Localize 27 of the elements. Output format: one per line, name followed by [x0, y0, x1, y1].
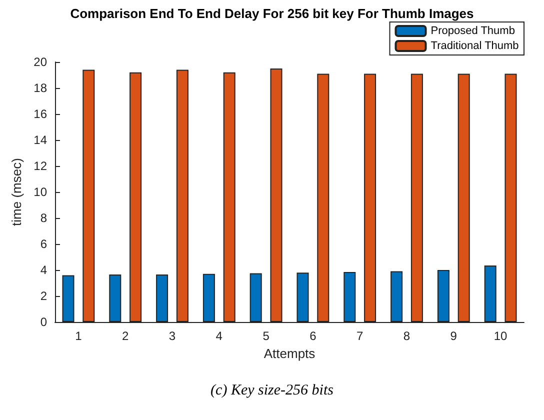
- y-tick-label: 16: [34, 107, 48, 121]
- x-tick-label: 4: [216, 329, 223, 343]
- y-tick-label: 2: [40, 289, 48, 303]
- x-tick-label: 10: [494, 329, 508, 343]
- x-tick-label: 5: [262, 329, 270, 343]
- x-tick-label: 2: [122, 329, 130, 343]
- x-tick-label: 1: [75, 329, 82, 343]
- y-tick-label: 6: [40, 237, 48, 251]
- x-tick-label: 6: [310, 329, 317, 343]
- y-tick-label: 0: [40, 315, 48, 329]
- y-tick-label: 14: [34, 133, 48, 147]
- legend-label: Traditional Thumb: [430, 40, 519, 52]
- y-tick-label: 20: [34, 55, 48, 69]
- y-tick-label: 8: [40, 211, 48, 225]
- y-tick-label: 4: [40, 263, 48, 277]
- y-axis-title: time (msec): [8, 158, 24, 226]
- x-tick-label: 8: [403, 329, 410, 343]
- y-tick-label: 12: [34, 159, 48, 173]
- chart-title: Comparison End To End Delay For 256 bit key For Thumb Images: [70, 6, 474, 21]
- legend-label: Proposed Thumb: [430, 25, 515, 37]
- x-tick-label: 3: [168, 329, 176, 343]
- y-tick-label: 18: [34, 81, 48, 95]
- x-tick-label: 7: [356, 329, 364, 343]
- x-axis-title: Attempts: [264, 346, 316, 361]
- y-tick-label: 10: [34, 185, 48, 199]
- x-tick-label: 9: [450, 329, 458, 343]
- text: (c) Key size-256 bits: [210, 382, 334, 398]
